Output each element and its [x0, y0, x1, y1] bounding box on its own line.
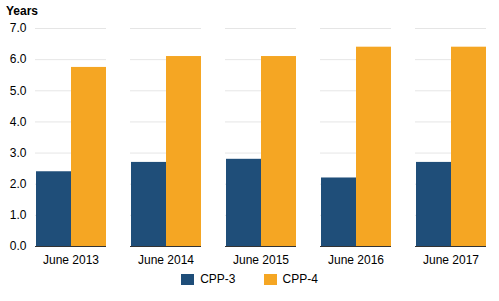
svg-text:0.0: 0.0 [10, 239, 27, 253]
html-text:CPP-4: CPP-4 [282, 272, 318, 286]
svg-text:1.0: 1.0 [10, 208, 27, 222]
html-text:CPP-3: CPP-3 [200, 272, 236, 286]
svg-text:3.0: 3.0 [10, 146, 27, 160]
svg-text:4.0: 4.0 [10, 115, 27, 129]
svg-text:5.0: 5.0 [10, 84, 27, 98]
svg-text:2.0: 2.0 [10, 177, 27, 191]
svg-text:June 2014: June 2014 [138, 253, 194, 267]
svg-text:7.0: 7.0 [10, 21, 27, 35]
svg-text:6.0: 6.0 [10, 52, 27, 66]
html-text:Years: Years [6, 4, 38, 18]
svg-text:June 2013: June 2013 [43, 253, 99, 267]
svg-text:June 2016: June 2016 [328, 253, 384, 267]
svg-text:June 2015: June 2015 [233, 253, 289, 267]
svg-text:June 2017: June 2017 [423, 253, 479, 267]
